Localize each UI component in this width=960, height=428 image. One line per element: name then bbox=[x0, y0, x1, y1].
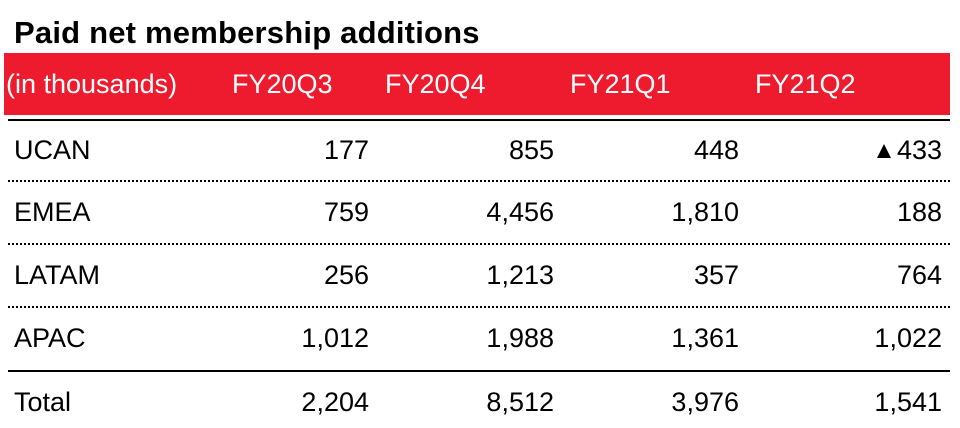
rule-under-header bbox=[8, 119, 950, 121]
table-cell: 448 bbox=[693, 135, 739, 165]
table-cell: 8,512 bbox=[486, 387, 554, 417]
row-label: Total bbox=[14, 387, 72, 417]
dotted-divider bbox=[8, 180, 950, 182]
table-cell: 1,022 bbox=[874, 323, 942, 353]
column-header-fy20q3: FY20Q3 bbox=[232, 69, 333, 99]
unit-label-header: (in thousands) bbox=[6, 69, 178, 99]
table-title: Paid net membership additions bbox=[14, 15, 480, 50]
table-cell: 759 bbox=[323, 197, 369, 227]
table-row-apac: APAC 1,012 1,988 1,361 1,022 bbox=[4, 309, 950, 367]
table-cell: 1,012 bbox=[301, 323, 369, 353]
column-header-fy20q4: FY20Q4 bbox=[385, 69, 486, 99]
table-cell: 177 bbox=[323, 135, 369, 165]
table-row-total: Total 2,204 8,512 3,976 1,541 bbox=[4, 373, 950, 428]
rule-above-total bbox=[8, 370, 950, 372]
table-cell: 1,541 bbox=[874, 387, 942, 417]
column-header-fy21q2: FY21Q2 bbox=[755, 69, 856, 99]
table-cell-with-marker: ▲433 bbox=[747, 121, 950, 179]
row-label: APAC bbox=[14, 323, 86, 353]
row-label: EMEA bbox=[14, 197, 91, 227]
table-cell: 764 bbox=[896, 260, 942, 290]
table-cell: 1,213 bbox=[486, 260, 554, 290]
dotted-divider bbox=[8, 243, 950, 245]
table-row-ucan: UCAN 177 855 448 ▲433 bbox=[4, 121, 950, 179]
header-background bbox=[4, 53, 950, 115]
header-row: (in thousands) FY20Q3 FY20Q4 FY21Q1 FY21… bbox=[4, 53, 950, 115]
dotted-divider bbox=[8, 306, 950, 308]
table-cell: 2,204 bbox=[301, 387, 369, 417]
table-row-emea: EMEA 759 4,456 1,810 188 bbox=[4, 183, 950, 241]
table-cell-value: 433 bbox=[896, 135, 942, 165]
row-label: LATAM bbox=[14, 260, 101, 290]
column-header-fy21q1: FY21Q1 bbox=[570, 69, 671, 99]
table-cell: 3,976 bbox=[671, 387, 739, 417]
row-label: UCAN bbox=[14, 135, 91, 165]
table-row-latam: LATAM 256 1,213 357 764 bbox=[4, 246, 950, 304]
triangle-up-icon: ▲ bbox=[872, 137, 896, 164]
table-cell: 1,988 bbox=[486, 323, 554, 353]
table-cell: 357 bbox=[693, 260, 739, 290]
table-cell: 855 bbox=[508, 135, 554, 165]
table-cell: 1,810 bbox=[671, 197, 739, 227]
table-cell: 188 bbox=[896, 197, 942, 227]
table-cell: 4,456 bbox=[486, 197, 554, 227]
table-cell: 256 bbox=[323, 260, 369, 290]
table-cell: 1,361 bbox=[671, 323, 739, 353]
